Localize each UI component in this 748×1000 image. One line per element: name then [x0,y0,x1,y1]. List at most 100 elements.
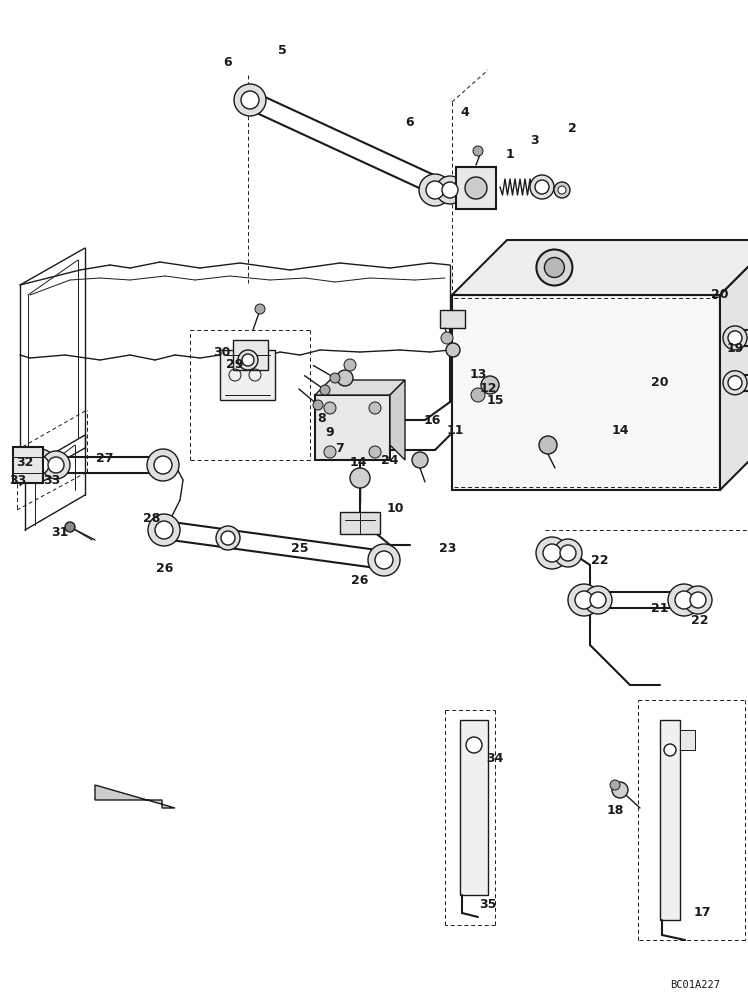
Polygon shape [452,295,720,490]
Text: 16: 16 [423,414,441,426]
Bar [233,340,268,370]
Bar [340,512,380,534]
Polygon shape [315,380,405,395]
Text: 7: 7 [336,442,344,454]
Text: 34: 34 [486,752,503,764]
Circle shape [324,446,336,458]
Bar [13,447,43,483]
Circle shape [728,376,742,390]
Circle shape [337,370,353,386]
Circle shape [255,304,265,314]
Circle shape [664,744,676,756]
Text: 11: 11 [447,424,464,436]
Text: 33: 33 [10,474,27,487]
Circle shape [536,249,572,286]
Text: 32: 32 [16,456,34,468]
Circle shape [65,522,75,532]
Text: 23: 23 [439,542,457,554]
Bar [456,167,496,209]
Circle shape [350,468,370,488]
Bar [315,395,390,460]
Circle shape [568,584,600,616]
Bar [680,730,695,750]
Text: 15: 15 [486,393,503,406]
Text: 28: 28 [144,512,161,524]
Circle shape [154,456,172,474]
Circle shape [436,176,464,204]
Circle shape [543,544,561,562]
Circle shape [24,449,56,481]
Text: 31: 31 [52,526,69,538]
Text: 10: 10 [386,502,404,514]
Text: 14: 14 [611,424,629,436]
Circle shape [465,177,487,199]
Circle shape [473,146,483,156]
Circle shape [241,91,259,109]
Circle shape [419,174,451,206]
Circle shape [723,371,747,395]
Text: 2: 2 [568,121,577,134]
Circle shape [42,451,70,479]
Circle shape [560,545,576,561]
Circle shape [442,182,458,198]
Circle shape [369,402,381,414]
Text: 9: 9 [325,426,334,438]
Polygon shape [390,380,405,460]
Text: 24: 24 [381,454,399,466]
Circle shape [426,181,444,199]
Text: 6: 6 [405,115,414,128]
Circle shape [441,332,453,344]
Text: 18: 18 [607,804,624,816]
Text: 8: 8 [318,412,326,424]
Text: 27: 27 [96,452,114,464]
Circle shape [728,331,742,345]
Circle shape [344,359,356,371]
Circle shape [684,586,712,614]
Circle shape [221,531,235,545]
Circle shape [590,592,606,608]
Text: 22: 22 [591,554,609,566]
Circle shape [575,591,593,609]
Text: 12: 12 [479,381,497,394]
Circle shape [216,526,240,550]
Bar [660,720,680,920]
Text: 14: 14 [349,456,367,468]
Circle shape [554,539,582,567]
Text: 13: 13 [469,368,487,381]
Polygon shape [452,240,748,295]
Circle shape [31,456,49,474]
Text: 6: 6 [224,55,233,68]
Text: 3: 3 [530,133,539,146]
Text: 35: 35 [479,898,497,912]
Circle shape [535,180,549,194]
Circle shape [324,402,336,414]
Circle shape [320,385,330,395]
Circle shape [530,175,554,199]
Circle shape [48,457,64,473]
Circle shape [554,182,570,198]
Circle shape [313,400,323,410]
Text: 1: 1 [506,148,515,161]
Circle shape [539,436,557,454]
Text: 5: 5 [278,43,286,56]
Text: 33: 33 [43,474,61,487]
Circle shape [155,521,173,539]
Text: 21: 21 [652,601,669,614]
Text: BC01A227: BC01A227 [670,980,720,990]
Circle shape [330,373,340,383]
Circle shape [612,782,628,798]
Circle shape [375,551,393,569]
Text: 20: 20 [711,288,729,302]
Circle shape [481,376,499,394]
Circle shape [242,354,254,366]
Text: 20: 20 [652,376,669,389]
Polygon shape [720,240,748,490]
Circle shape [368,544,400,576]
Circle shape [558,186,566,194]
Text: 29: 29 [227,359,244,371]
Circle shape [536,537,568,569]
Text: 19: 19 [726,342,744,355]
Circle shape [147,449,179,481]
Bar [440,310,465,328]
Circle shape [723,326,747,350]
